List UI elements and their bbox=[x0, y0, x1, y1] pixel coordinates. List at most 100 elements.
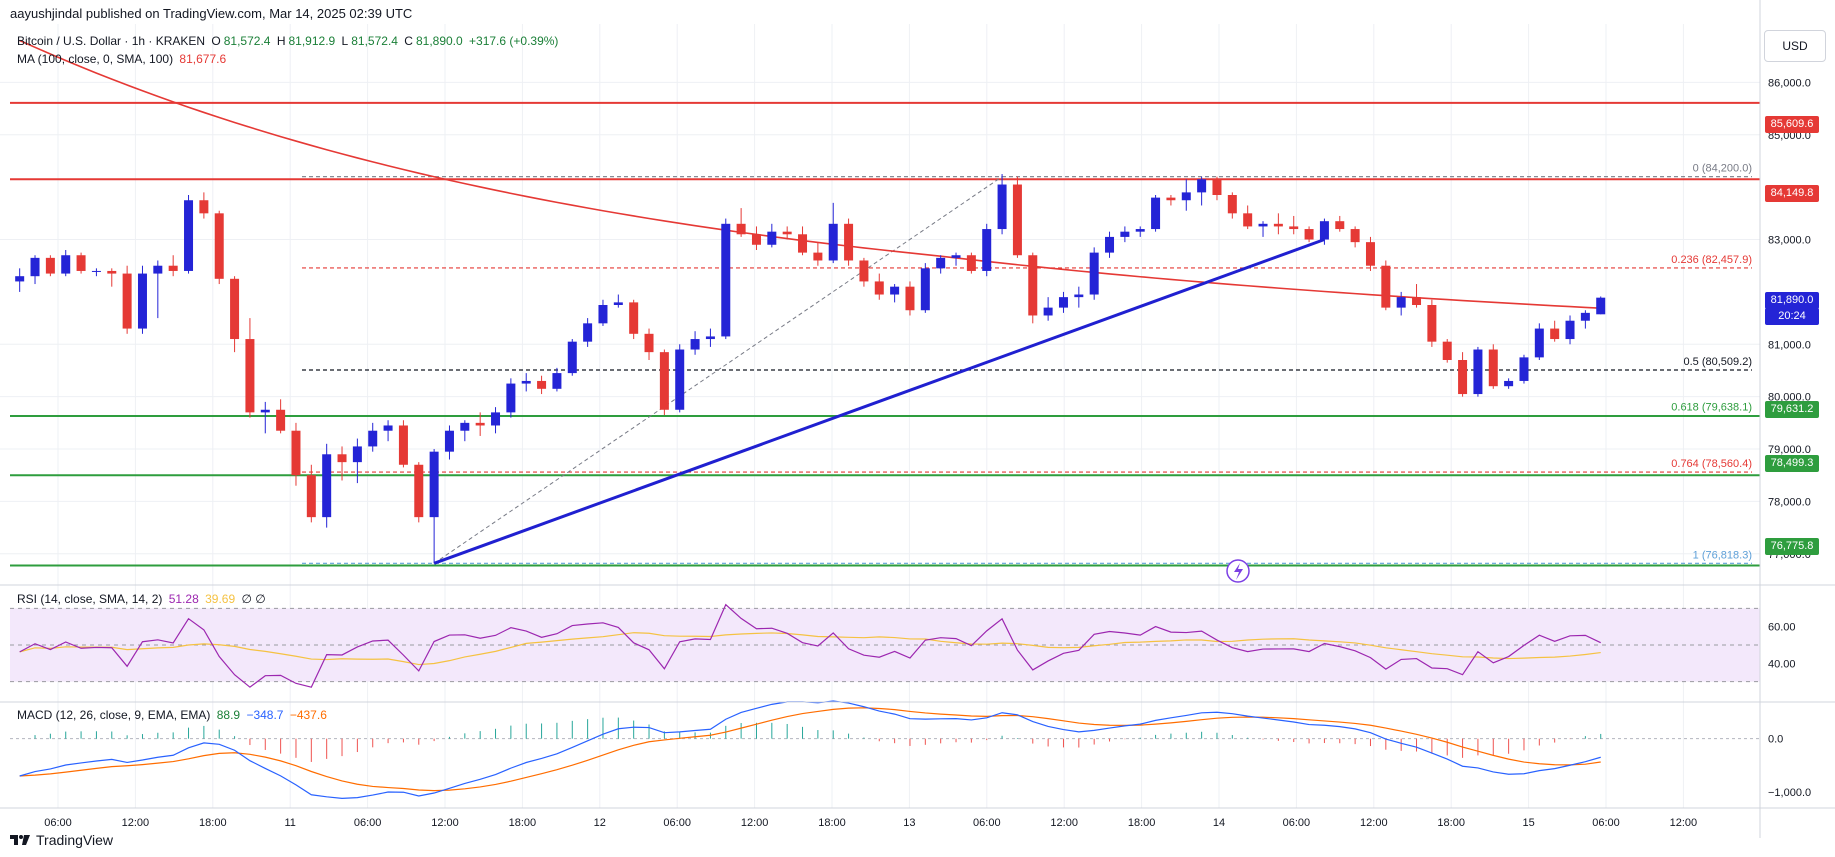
candle-body bbox=[905, 286, 915, 311]
candle-body bbox=[613, 302, 623, 305]
price-tick-label: 79,000.0 bbox=[1768, 444, 1811, 456]
high-label: H bbox=[276, 34, 286, 48]
rsi-ma-line bbox=[19, 632, 1601, 666]
candle-body bbox=[721, 223, 731, 337]
time-tick-label: 12:00 bbox=[122, 817, 150, 829]
candle-body bbox=[1580, 312, 1590, 321]
candle-body bbox=[1427, 305, 1437, 342]
candle-body bbox=[414, 464, 424, 518]
candle-body bbox=[659, 352, 669, 410]
candle-body bbox=[690, 339, 700, 350]
rsi-extra: ∅ ∅ bbox=[241, 592, 266, 606]
candle-body bbox=[736, 223, 746, 235]
candle-body bbox=[122, 273, 132, 329]
candle-body bbox=[1565, 320, 1575, 340]
candle-body bbox=[368, 430, 378, 447]
price-tag-support-3: 76,775.8 bbox=[1765, 538, 1819, 555]
icons bbox=[1226, 559, 1250, 583]
candle-body bbox=[1074, 294, 1084, 298]
price-tag-resistance-2: 84,149.8 bbox=[1765, 185, 1819, 202]
candle-body bbox=[15, 276, 25, 282]
fib-diagonal bbox=[433, 176, 1003, 564]
candle-body bbox=[1089, 252, 1099, 295]
candle-body bbox=[1396, 297, 1406, 308]
candle-body bbox=[1181, 192, 1191, 201]
macd-signal-line bbox=[19, 707, 1601, 792]
candle-body bbox=[460, 422, 470, 431]
macd-pane bbox=[10, 700, 1760, 799]
candle-body bbox=[306, 475, 316, 518]
rsi-tick-label: 40.00 bbox=[1768, 658, 1796, 670]
rsi-ma-value: 39.69 bbox=[205, 592, 236, 606]
time-tick-label: 06:00 bbox=[354, 817, 382, 829]
candle-body bbox=[61, 255, 71, 274]
candle-body bbox=[1304, 229, 1314, 240]
candle-body bbox=[1058, 297, 1068, 308]
candle-body bbox=[521, 380, 531, 384]
fib-label: 0.236 (82,457.9) bbox=[1671, 254, 1752, 266]
tradingview-brand[interactable]: TradingView bbox=[10, 832, 113, 848]
candle-body bbox=[874, 281, 884, 295]
candle-body bbox=[1135, 229, 1145, 232]
candle-body bbox=[1335, 221, 1345, 230]
price-tag-support-1: 79,631.2 bbox=[1765, 401, 1819, 418]
candle-body bbox=[260, 409, 270, 413]
candle-body bbox=[1166, 197, 1176, 201]
time-tick-label: 06:00 bbox=[1592, 817, 1620, 829]
time-tick-label: 12:00 bbox=[1050, 817, 1078, 829]
candle-body bbox=[1120, 231, 1130, 237]
candle-body bbox=[828, 223, 838, 261]
candle-body bbox=[398, 425, 408, 465]
lightning-bolt-icon bbox=[1234, 563, 1243, 580]
candle-body bbox=[1488, 349, 1498, 387]
candle-body bbox=[107, 270, 117, 274]
candle-body bbox=[1105, 236, 1115, 253]
candle-body bbox=[276, 409, 286, 431]
candle-body bbox=[322, 454, 332, 518]
candle-body bbox=[552, 373, 562, 389]
trendline bbox=[433, 238, 1325, 565]
candle-body bbox=[936, 257, 946, 269]
low-label: L bbox=[341, 34, 349, 48]
rsi-tick-label: 60.00 bbox=[1768, 622, 1796, 634]
candle-body bbox=[1197, 179, 1207, 193]
candle-body bbox=[30, 257, 40, 277]
candle-body bbox=[598, 305, 608, 324]
candle-body bbox=[629, 302, 639, 334]
time-tick-label: 18:00 bbox=[199, 817, 227, 829]
candle-body bbox=[782, 231, 792, 235]
macd-label: MACD (12, 26, close, 9, EMA, EMA) bbox=[17, 708, 211, 722]
candle-body bbox=[1381, 265, 1391, 308]
price-tag-countdown: 20:24 bbox=[1765, 308, 1819, 325]
rsi-band bbox=[10, 607, 1760, 683]
fib-label: 0.5 (80,509.2) bbox=[1684, 356, 1753, 368]
time-tick-label: 12:00 bbox=[1670, 817, 1698, 829]
price-tick-label: 83,000.0 bbox=[1768, 235, 1811, 247]
ma-line bbox=[19, 39, 1601, 310]
time-tick-label: 18:00 bbox=[1437, 817, 1465, 829]
time-tick-label: 13 bbox=[903, 817, 915, 829]
price-tag-resistance-1: 85,609.6 bbox=[1765, 116, 1819, 133]
time-tick-label: 12:00 bbox=[741, 817, 769, 829]
publisher-line: aayushjindal published on TradingView.co… bbox=[10, 6, 413, 21]
candle-body bbox=[1458, 360, 1468, 395]
moving-average bbox=[19, 39, 1601, 310]
candle-body bbox=[506, 383, 516, 413]
symbol-legend: Bitcoin / U.S. Dollar · 1h · KRAKEN O 81,… bbox=[17, 34, 561, 48]
candle-body bbox=[1350, 229, 1360, 243]
candle-body bbox=[1289, 226, 1299, 230]
candle-body bbox=[705, 336, 715, 340]
candle-body bbox=[91, 270, 101, 272]
ma-label: MA (100, close, 0, SMA, 100) bbox=[17, 52, 174, 66]
candle-body bbox=[475, 422, 485, 426]
candle-body bbox=[1258, 223, 1268, 227]
close-label: C bbox=[404, 34, 413, 48]
tradingview-logo-icon bbox=[10, 835, 30, 845]
currency-button[interactable]: USD bbox=[1764, 30, 1826, 62]
fib-label: 0.618 (79,638.1) bbox=[1671, 402, 1752, 414]
rsi-value: 51.28 bbox=[168, 592, 199, 606]
candle-body bbox=[199, 200, 209, 214]
candle-body bbox=[1319, 221, 1329, 240]
rsi-pane bbox=[19, 603, 1601, 688]
